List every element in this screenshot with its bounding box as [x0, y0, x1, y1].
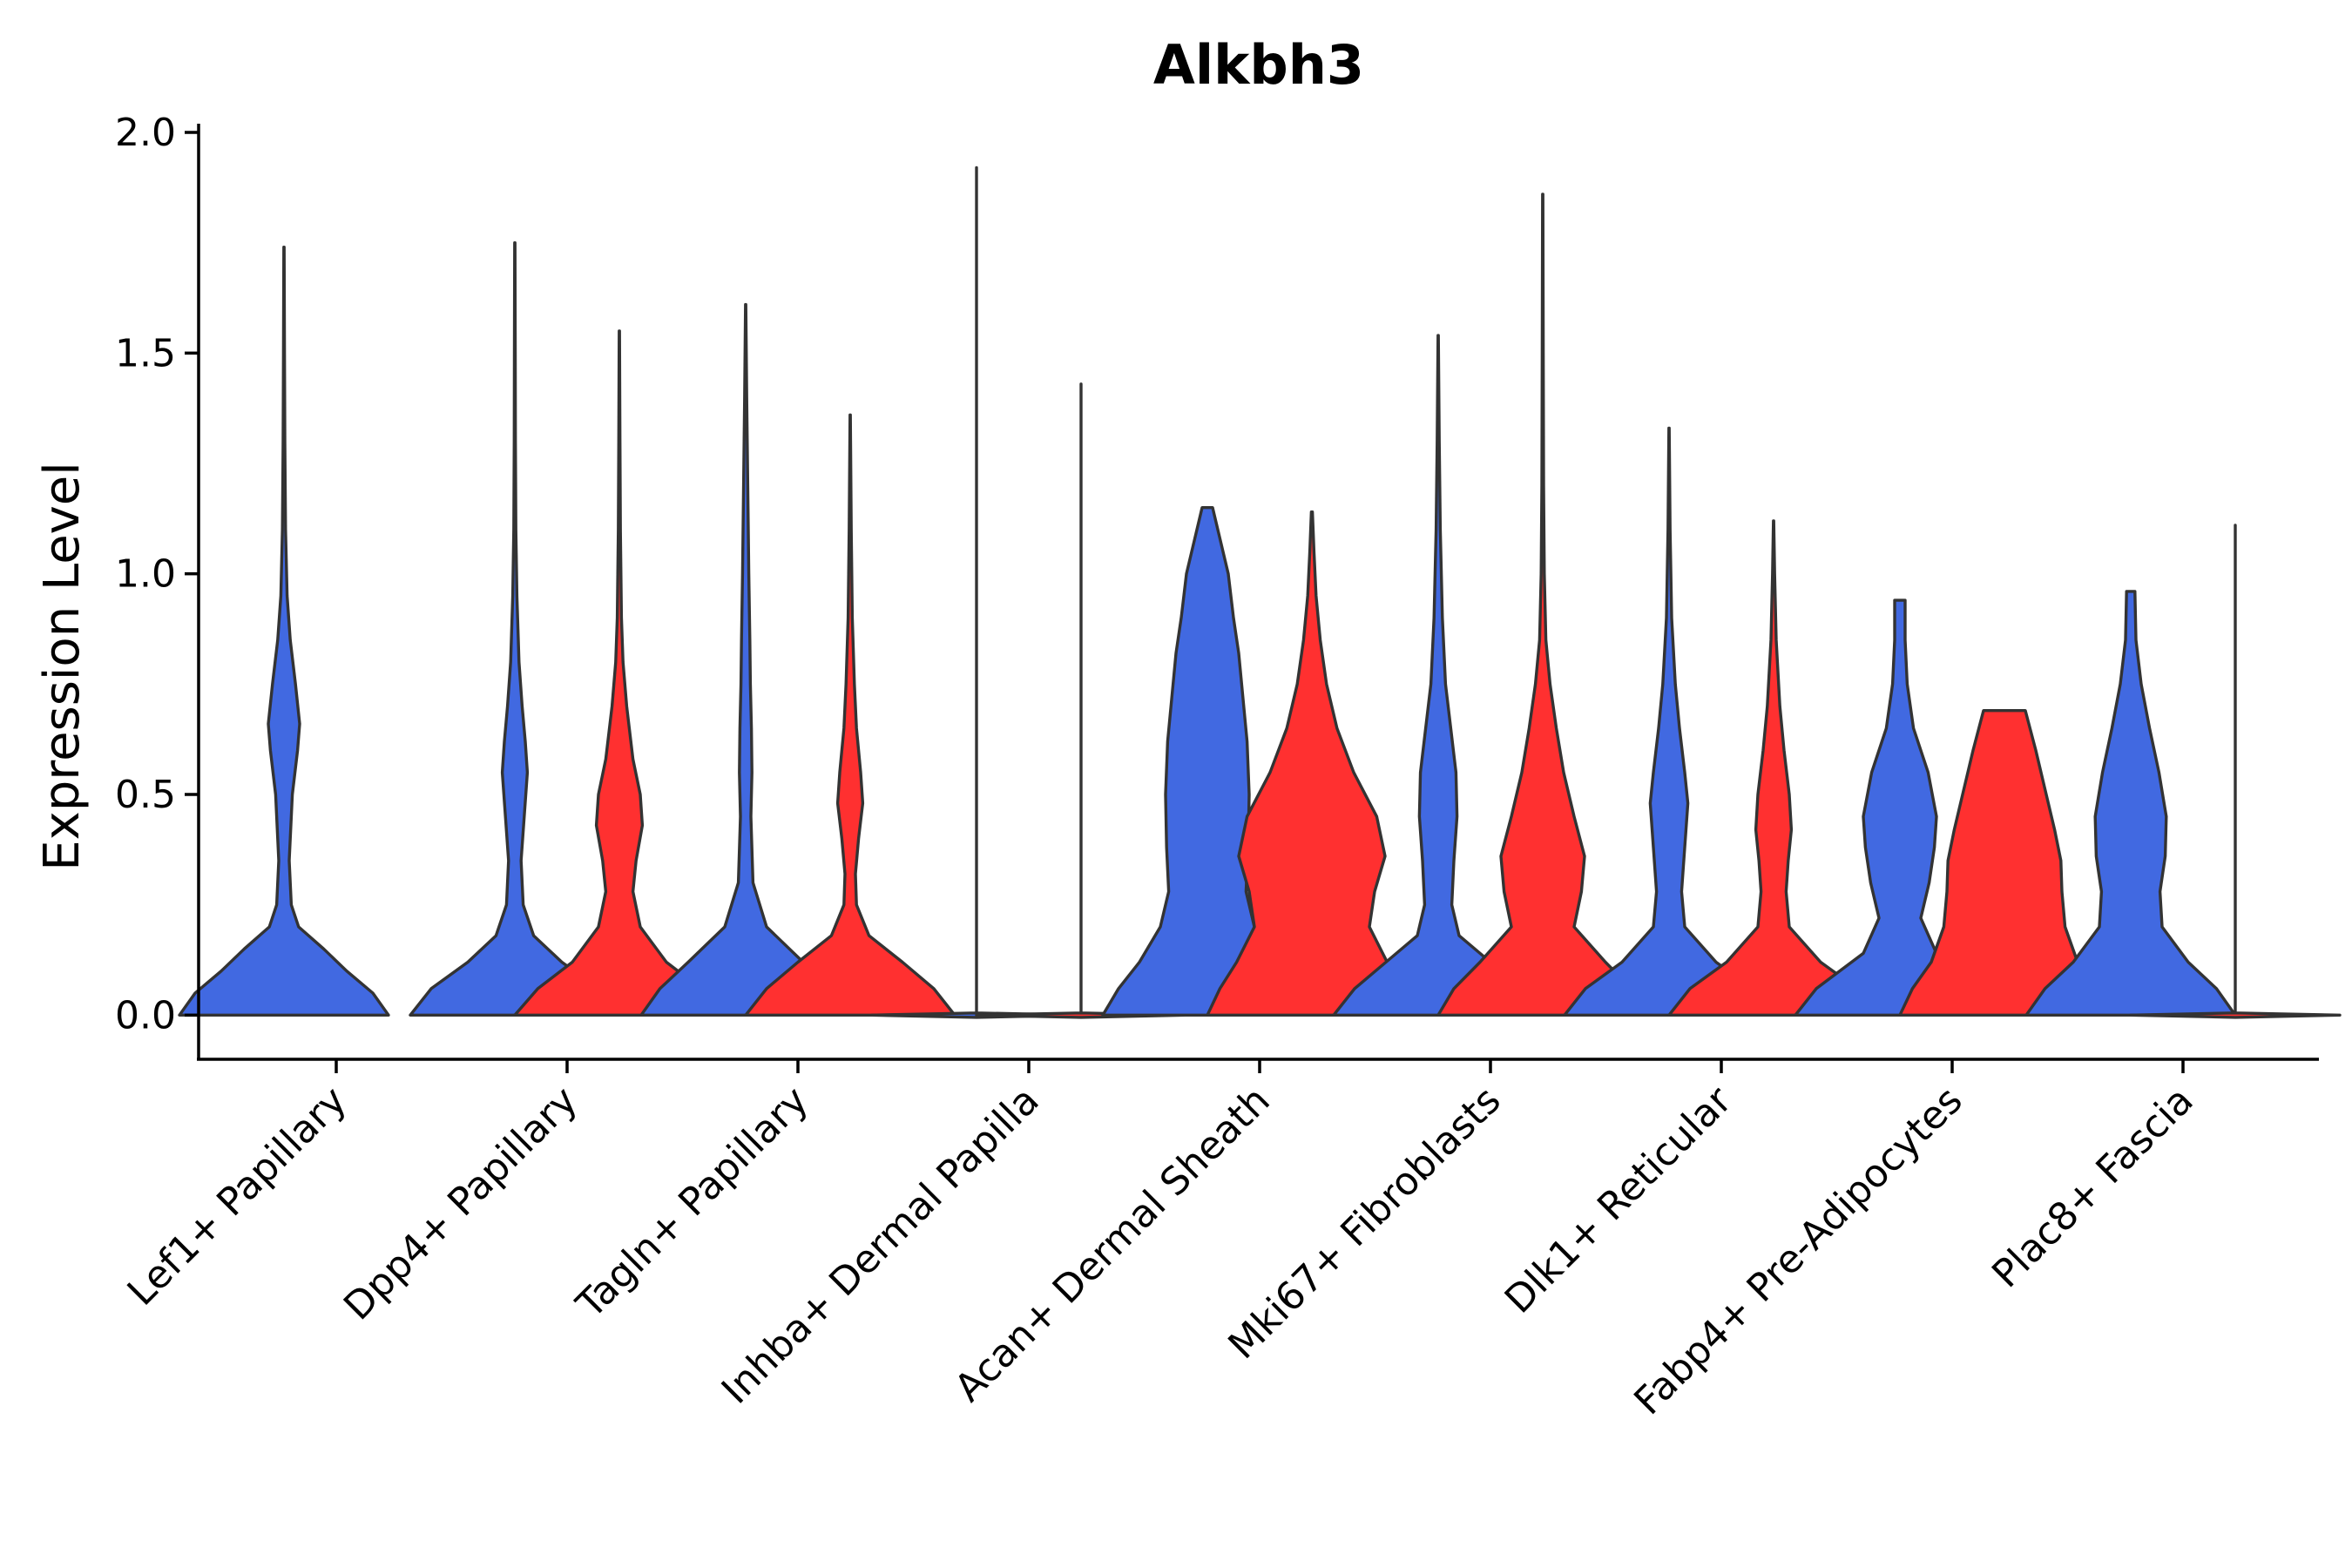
y-tick-label: 2.0: [115, 111, 176, 155]
x-tick-label: Lef1+ Papillary: [119, 1078, 355, 1315]
violin-9-group1: [2024, 590, 2237, 1017]
violin-9-group2: [2129, 524, 2342, 1019]
violin-3-group2: [744, 413, 956, 1017]
chart-title: Alkbh3: [1153, 33, 1364, 97]
x-tick-label: Dlk1+ Reticular: [1497, 1078, 1741, 1322]
x-tick-label: Plac8+ Fascia: [1984, 1078, 2202, 1297]
violin-1-group1: [178, 246, 390, 1017]
violin-4-group1: [870, 166, 1083, 1019]
violin-4-group2: [975, 382, 1187, 1019]
y-axis-title: Expression Level: [34, 462, 91, 871]
violin-2-group1: [409, 241, 621, 1017]
violin-8-group2: [1898, 709, 2111, 1017]
violin-7-group1: [1563, 426, 1775, 1017]
y-tick-label: 1.5: [115, 331, 176, 375]
violin-6-group2: [1436, 193, 1649, 1017]
violin-5-group2: [1206, 510, 1418, 1017]
x-tick-label: Tagln+ Papillary: [568, 1078, 817, 1328]
violin-2-group2: [513, 329, 726, 1017]
violin-6-group1: [1332, 334, 1544, 1017]
y-tick-label: 0.5: [115, 773, 176, 817]
violin-8-group1: [1794, 598, 2006, 1017]
violins-layer: [178, 166, 2342, 1019]
violin-7-group2: [1667, 519, 1880, 1017]
x-tick-label: Dpp4+ Papillary: [335, 1078, 586, 1329]
y-axis-ticks: 0.0 0.5 1.0 1.5 2.0: [115, 111, 199, 1037]
violin-3-group1: [639, 302, 852, 1017]
y-tick-label: 0.0: [115, 993, 176, 1037]
y-tick-label: 1.0: [115, 552, 176, 597]
